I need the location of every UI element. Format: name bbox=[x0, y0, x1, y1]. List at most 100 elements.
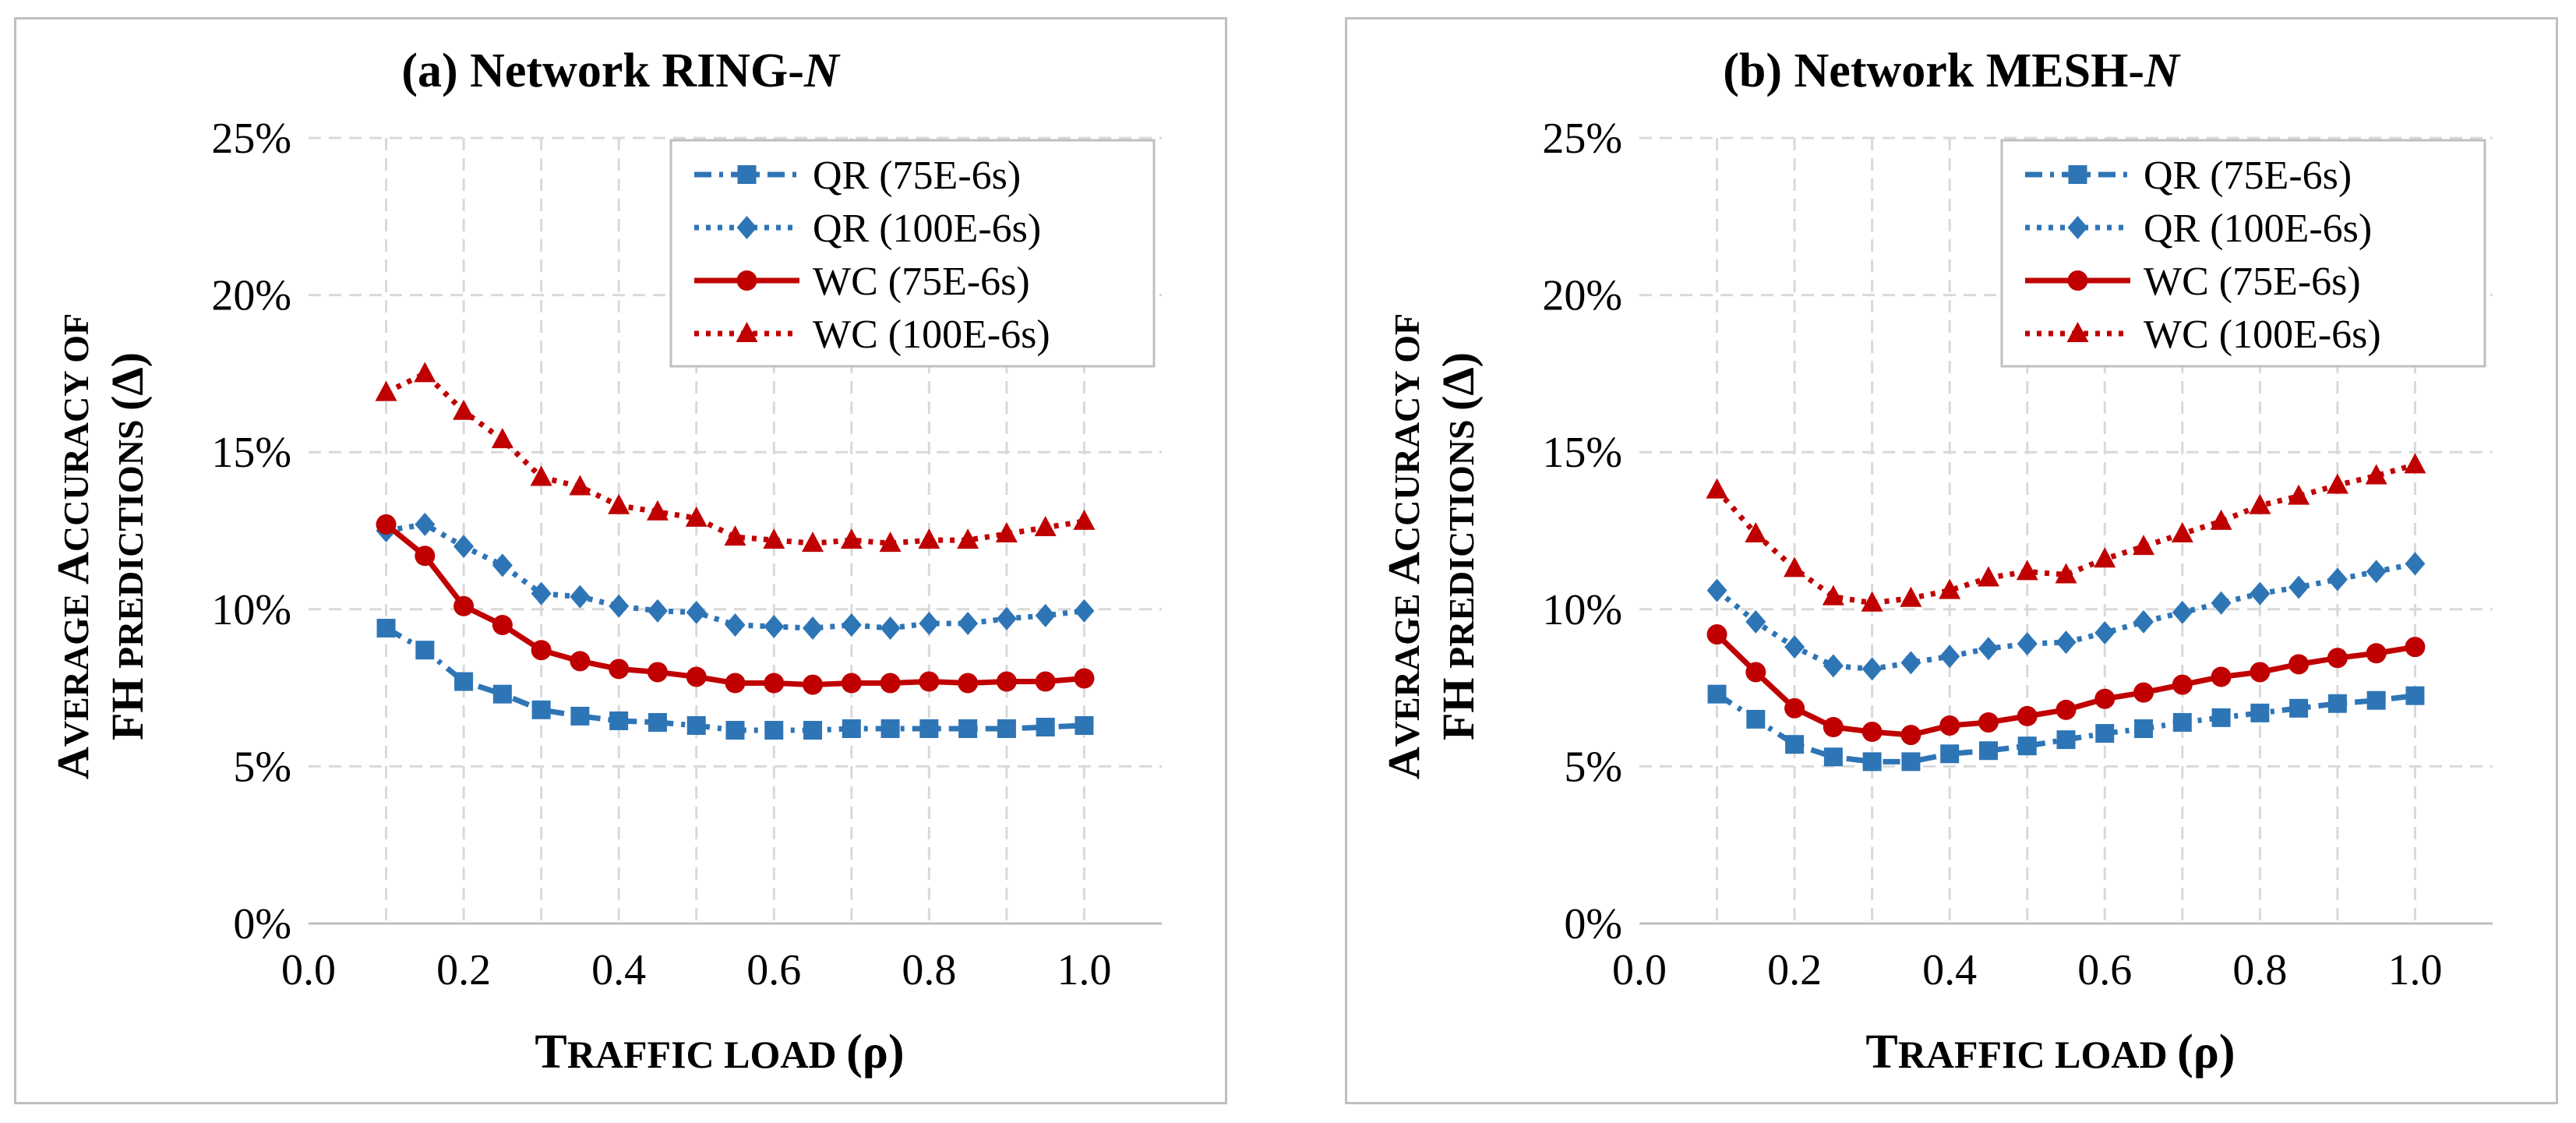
data-point bbox=[647, 599, 668, 623]
data-point bbox=[1035, 603, 1056, 627]
data-point bbox=[1745, 522, 1767, 543]
series-mesh-1 bbox=[1706, 552, 2426, 681]
data-point bbox=[609, 594, 630, 618]
data-point bbox=[2172, 674, 2193, 695]
data-point bbox=[376, 618, 396, 637]
data-point bbox=[2366, 690, 2386, 710]
data-point bbox=[1706, 478, 1728, 499]
data-point bbox=[879, 531, 902, 553]
data-point bbox=[1745, 662, 1766, 683]
data-point bbox=[2365, 464, 2387, 485]
data-point bbox=[2405, 637, 2426, 658]
data-point bbox=[2326, 473, 2348, 494]
data-point bbox=[1074, 668, 1095, 689]
data-point bbox=[1901, 752, 1921, 772]
data-point bbox=[1823, 654, 1844, 678]
y-axis-label-line1: AVERAGE ACCURACY OF bbox=[1378, 313, 1429, 779]
data-point bbox=[2211, 591, 2232, 615]
data-point bbox=[531, 581, 552, 606]
y-tick-label: 0% bbox=[233, 900, 291, 948]
x-tick-label: 0.2 bbox=[1767, 946, 1822, 994]
data-point bbox=[415, 512, 436, 536]
data-point bbox=[1706, 578, 1727, 602]
series-mesh-3 bbox=[1706, 453, 2426, 612]
data-point bbox=[2210, 509, 2232, 530]
data-point bbox=[685, 506, 708, 527]
data-point bbox=[570, 706, 590, 726]
data-point bbox=[996, 671, 1017, 692]
y-tick-label: 15% bbox=[1542, 429, 1622, 477]
y-axis-label-line2: FH PREDICTIONS (Δ) bbox=[102, 352, 153, 740]
data-point bbox=[686, 666, 707, 687]
y-tick-label: 20% bbox=[1542, 272, 1622, 320]
x-tick-label: 0.0 bbox=[281, 946, 336, 994]
legend-label: QR (100E-6s) bbox=[2144, 207, 2372, 251]
x-tick-label: 0.8 bbox=[2232, 946, 2287, 994]
chart-title-italic: N bbox=[2144, 44, 2181, 97]
data-point bbox=[1823, 717, 1844, 737]
data-point bbox=[2250, 581, 2271, 606]
data-point bbox=[725, 613, 746, 637]
data-point bbox=[415, 641, 435, 660]
data-point bbox=[2133, 682, 2154, 703]
data-point bbox=[1978, 712, 1999, 733]
data-point bbox=[2094, 621, 2115, 645]
data-point bbox=[802, 531, 824, 553]
data-point bbox=[1900, 725, 1921, 746]
legend-marker bbox=[2066, 322, 2089, 342]
chart-title: (b) Network MESH-N bbox=[1723, 44, 2181, 97]
data-point bbox=[454, 672, 474, 691]
data-point bbox=[880, 719, 900, 739]
data-point bbox=[646, 500, 669, 521]
series-ring-0 bbox=[376, 618, 1094, 740]
data-point bbox=[841, 613, 862, 637]
data-point bbox=[453, 535, 475, 559]
data-point bbox=[2327, 694, 2347, 713]
chart-title-text: (a) Network RING- bbox=[401, 44, 804, 97]
data-point bbox=[2055, 563, 2077, 584]
data-point bbox=[375, 380, 397, 401]
data-point bbox=[919, 719, 939, 739]
legend-marker bbox=[2067, 270, 2088, 291]
legend-label: QR (75E-6s) bbox=[2144, 154, 2352, 198]
data-point bbox=[686, 600, 707, 624]
chart-svg-ring: 0% 5% 10% 15% 20% 25% 0.0 0.2 0.4 0.6 0.8 1.0 (a) Ne… bbox=[48, 44, 1162, 1079]
series-line bbox=[385, 370, 1085, 546]
data-point bbox=[1861, 657, 1883, 681]
data-point bbox=[2250, 703, 2270, 722]
data-point bbox=[1939, 715, 1960, 736]
data-point bbox=[840, 528, 863, 549]
data-point bbox=[880, 673, 901, 694]
data-point bbox=[1707, 684, 1727, 704]
data-point bbox=[880, 616, 901, 640]
y-tick-label: 15% bbox=[211, 429, 291, 477]
data-point bbox=[725, 721, 745, 740]
data-point bbox=[2249, 493, 2271, 514]
data-point bbox=[570, 584, 591, 609]
data-point bbox=[2405, 552, 2426, 576]
data-point bbox=[570, 651, 591, 672]
chart-svg-mesh: 0% 5% 10% 15% 20% 25% 0.0 0.2 0.4 0.6 0.8 1.0 (b) Ne… bbox=[1378, 44, 2493, 1079]
x-tick-label: 1.0 bbox=[2387, 946, 2442, 994]
legend-label: WC (75E-6s) bbox=[813, 260, 1030, 304]
data-point bbox=[415, 546, 436, 567]
data-point bbox=[1978, 741, 1998, 761]
data-point bbox=[803, 616, 824, 640]
data-point bbox=[997, 719, 1016, 739]
y-tick-label: 10% bbox=[211, 586, 291, 634]
data-point bbox=[2016, 560, 2038, 581]
data-point bbox=[1823, 747, 1843, 767]
data-point bbox=[453, 595, 475, 616]
x-tick-label: 0.6 bbox=[746, 946, 801, 994]
data-point bbox=[531, 700, 551, 719]
data-point bbox=[764, 673, 785, 694]
data-point bbox=[492, 684, 512, 704]
data-point bbox=[2327, 567, 2348, 592]
data-point bbox=[1784, 697, 1805, 719]
data-point bbox=[2404, 453, 2426, 474]
legend-marker bbox=[736, 270, 757, 291]
data-point bbox=[647, 662, 668, 683]
data-point bbox=[958, 611, 979, 635]
y-tick-label: 25% bbox=[1542, 115, 1622, 163]
legend-marker bbox=[2067, 216, 2088, 239]
